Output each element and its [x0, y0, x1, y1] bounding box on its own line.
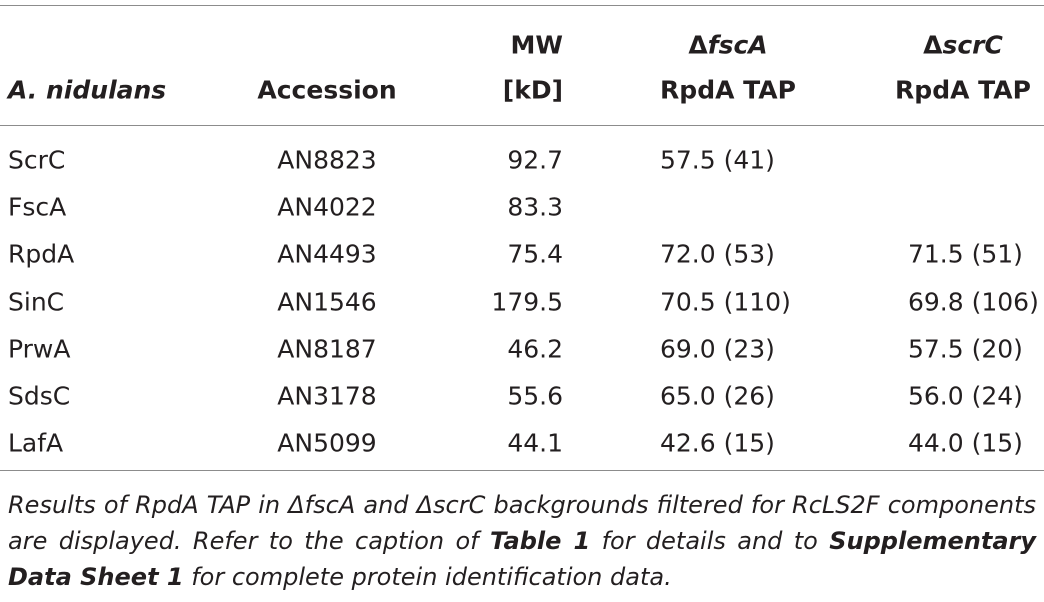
- header-rule: [0, 125, 1044, 126]
- table-cell: 42.6 (15): [660, 428, 775, 458]
- table-cell: 70.5 (110): [660, 287, 791, 317]
- table-cell: AN1546: [277, 287, 377, 317]
- table-cell: 69.8 (106): [908, 287, 1039, 317]
- table-cell: 65.0 (26): [660, 381, 775, 411]
- table-cell: FscA: [8, 192, 67, 222]
- table-cell: SinC: [8, 287, 65, 317]
- caption-segment: Supplementary Data Sheet 1: [8, 527, 1036, 591]
- header-cell: A. nidulans: [8, 75, 167, 105]
- delta: Δ: [688, 30, 708, 60]
- table-cell: AN8187: [277, 334, 377, 364]
- header-cell: [kD]: [502, 75, 563, 105]
- table-cell: 83.3: [507, 192, 563, 222]
- table-cell: AN3178: [277, 381, 377, 411]
- table-cell: 57.5 (20): [908, 334, 1023, 364]
- table-cell: 179.5: [491, 287, 563, 317]
- table-cell: AN4022: [277, 192, 377, 222]
- table-cell: 69.0 (23): [660, 334, 775, 364]
- header-cell: RpdA TAP: [895, 75, 1031, 105]
- table-cell: AN8823: [277, 145, 377, 175]
- header-cell: ΔscrC: [923, 31, 1003, 60]
- caption-segment: for details and to: [590, 527, 830, 555]
- caption: Results of RpdA TAP in ΔfscA and ΔscrC b…: [8, 487, 1036, 595]
- table-cell: 57.5 (41): [660, 145, 775, 175]
- table-cell: 72.0 (53): [660, 239, 775, 269]
- table-cell: RpdA: [8, 239, 75, 269]
- bottom-rule: [0, 470, 1044, 471]
- caption-segment: for complete protein identification data…: [183, 563, 672, 591]
- top-rule: [0, 5, 1044, 6]
- table-cell: 55.6: [507, 381, 563, 411]
- table-cell: 75.4: [507, 239, 563, 269]
- header-cell: RpdA TAP: [660, 75, 796, 105]
- header-cell: ΔfscA: [688, 31, 767, 60]
- caption-segment: Results of RpdA TAP in ΔfscA and ΔscrC b…: [8, 491, 1036, 555]
- table-cell: 56.0 (24): [908, 381, 1023, 411]
- table-cell: 92.7: [507, 145, 563, 175]
- gene: scrC: [942, 30, 1003, 60]
- table-cell: PrwA: [8, 334, 71, 364]
- table-cell: 46.2: [507, 334, 563, 364]
- gene: fscA: [707, 30, 768, 60]
- delta: Δ: [923, 30, 943, 60]
- table-cell: SdsC: [8, 381, 71, 411]
- table-cell: LafA: [8, 428, 64, 458]
- table-cell: AN5099: [277, 428, 377, 458]
- table-cell: 71.5 (51): [908, 239, 1023, 269]
- table-cell: ScrC: [8, 145, 66, 175]
- table-cell: AN4493: [277, 239, 377, 269]
- caption-segment: Table 1: [490, 527, 591, 555]
- table-cell: 44.1: [507, 428, 563, 458]
- header-cell: MW: [510, 30, 563, 60]
- table-cell: 44.0 (15): [908, 428, 1023, 458]
- header-cell: Accession: [257, 75, 397, 105]
